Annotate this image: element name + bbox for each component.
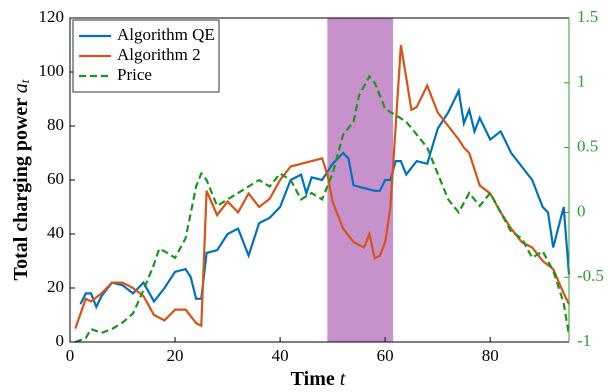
y2-tick-label: 1: [577, 72, 586, 91]
axes-frame: [69, 17, 569, 343]
y2-tick-label: -1: [577, 331, 591, 350]
x-tick-label: 20: [167, 346, 184, 365]
x-label-text: Time: [291, 368, 335, 390]
series-line: [74, 74, 571, 344]
y2-tick-label: 0: [577, 201, 586, 220]
y-tick-label: 20: [47, 277, 64, 296]
y-label-text: Total charging power: [10, 98, 32, 281]
y-label-subscript: t: [17, 79, 32, 83]
y-tick-label: 40: [47, 223, 64, 242]
shaded-region: [327, 18, 394, 342]
y-label-symbol: a: [10, 83, 32, 93]
x-tick-label: 40: [272, 346, 289, 365]
legend-label: Algorithm 2: [117, 45, 201, 64]
x-label-symbol: t: [340, 368, 346, 390]
legend-label: Algorithm QE: [117, 25, 215, 44]
x-tick-label: 60: [377, 346, 394, 365]
y-tick-label: 80: [47, 115, 64, 134]
y2-tick-label: -0.5: [577, 266, 604, 285]
y2-tick-label: 1.5: [577, 7, 598, 26]
x-axis-label: Time t: [291, 368, 346, 390]
series-line: [74, 44, 570, 329]
y-tick-label: 120: [39, 7, 65, 26]
x-tick-label: 0: [66, 346, 75, 365]
legend-label: Price: [117, 65, 152, 84]
x-tick-label: 80: [482, 346, 499, 365]
y-tick-label: 0: [56, 331, 65, 350]
series-line: [79, 87, 571, 310]
y-axis-label: Total charging power at: [10, 79, 32, 280]
y-tick-label: 100: [39, 61, 65, 80]
y-tick-label: 60: [47, 169, 64, 188]
y2-tick-label: 0.5: [577, 137, 598, 156]
